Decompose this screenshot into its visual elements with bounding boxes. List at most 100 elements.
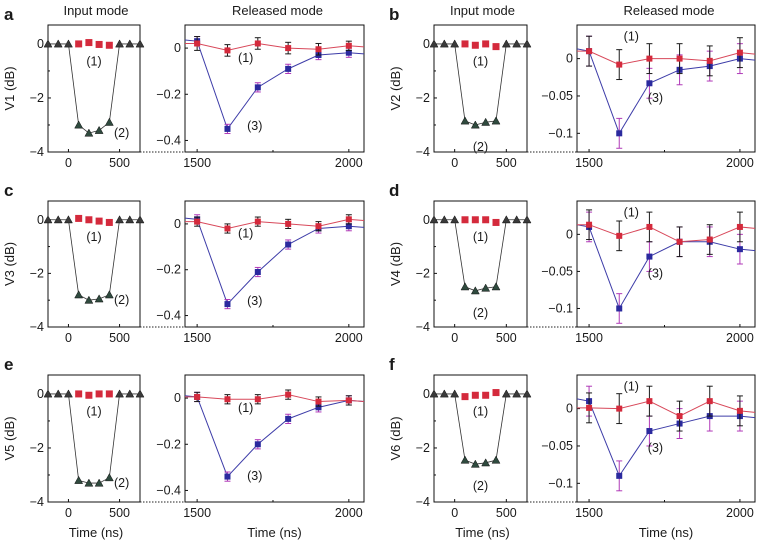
series-3-line — [577, 398, 755, 477]
axes-frame — [47, 374, 141, 503]
series-3-line — [185, 39, 364, 130]
y-axis-label: V4 (dB) — [388, 242, 403, 286]
series-3-marker — [646, 80, 653, 87]
series-1-marker — [676, 413, 683, 420]
series-2-triangle — [481, 283, 491, 292]
series-3-marker — [616, 305, 623, 312]
x-tick-label: 1500 — [183, 331, 211, 345]
series-1-marker — [95, 217, 103, 225]
x-tick-label: 2000 — [335, 506, 363, 520]
series-2-triangle — [450, 389, 460, 398]
series-1-marker — [616, 405, 623, 412]
series-1-line — [185, 394, 364, 403]
input-subplot: 0 −2 −4 0 500 (1) (2) — [30, 24, 145, 170]
panel-a: a V1 (dB) Input mode Released mode 0 −2 −4 0 500… — [2, 3, 365, 170]
series-2-triangle — [125, 389, 135, 398]
series-3-marker — [646, 428, 653, 435]
series-2-triangle — [104, 117, 114, 126]
y-tick-label: 0 — [566, 52, 573, 66]
series-1-marker — [345, 216, 352, 223]
y-tick-label: −0.1 — [548, 476, 573, 490]
x-tick-label: 500 — [109, 331, 130, 345]
series-2-triangle — [429, 215, 439, 224]
y-tick-label: 0 — [174, 41, 181, 55]
annotation-3: (3) — [648, 441, 663, 455]
y-tick-label: −0.05 — [541, 89, 573, 103]
series-3-marker — [285, 241, 292, 248]
series-2-triangle — [460, 116, 470, 125]
series-3-marker — [254, 84, 261, 91]
series-2-triangle — [460, 455, 470, 464]
axes-frame — [47, 24, 141, 153]
series-1-marker — [646, 55, 653, 62]
series-1-line — [185, 218, 364, 230]
plot-area — [577, 35, 755, 149]
series-2-triangle — [439, 215, 449, 224]
input-subplot: 0 −2 −4 0 500 (1) (2) — [416, 24, 532, 170]
y-tick-label: −2 — [30, 441, 44, 455]
series-2-triangle — [94, 294, 104, 303]
series-1-marker — [706, 398, 713, 405]
series-1-marker — [482, 216, 490, 224]
panel-label: f — [389, 355, 395, 374]
annotation-2: (2) — [473, 140, 488, 154]
x-axis-label-input: Time (ns) — [455, 525, 509, 540]
series-1-marker — [224, 225, 231, 232]
series-3-marker — [345, 223, 352, 230]
series-2-triangle — [53, 389, 63, 398]
y-axis-label: V1 (dB) — [2, 66, 17, 110]
axes-frame — [433, 24, 528, 153]
series-2-triangle — [470, 120, 480, 129]
series-1-marker — [285, 391, 292, 398]
annotation-1: (1) — [238, 401, 253, 415]
series-1-marker — [586, 48, 593, 55]
series-2-line — [434, 43, 527, 126]
series-1-marker — [586, 221, 593, 228]
y-tick-label: 0 — [423, 37, 430, 51]
series-3-marker — [616, 130, 623, 137]
y-axis-label: V6 (dB) — [388, 416, 403, 460]
x-tick-label: 0 — [451, 506, 458, 520]
series-1-marker — [471, 41, 479, 49]
series-2-triangle — [450, 215, 460, 224]
input-subplot: 0 −2 −4 0 500 (1) (2) — [30, 200, 145, 345]
y-tick-label: −0.2 — [156, 87, 181, 101]
column-title-released: Released mode — [232, 3, 323, 18]
annotation-1: (1) — [86, 230, 101, 244]
series-2-line — [48, 219, 140, 301]
annotation-2: (2) — [114, 476, 129, 490]
y-axis-label: V5 (dB) — [2, 416, 17, 460]
series-1-marker — [676, 238, 683, 245]
series-2-triangle — [53, 215, 63, 224]
y-tick-label: −4 — [30, 495, 44, 509]
series-1-marker — [194, 393, 201, 400]
panel-b: b V2 (dB) Input mode Released mode 0 −2 −4 0 500… — [388, 3, 756, 170]
x-tick-label: 2000 — [335, 331, 363, 345]
input-subplot: 0 −2 −4 0 500 (1) (2) — [416, 374, 532, 520]
y-tick-label: −2 — [416, 91, 430, 105]
series-2-triangle — [43, 389, 53, 398]
released-subplot: 0 −0.05 −0.1 1500 2000 (1) (3) — [541, 24, 756, 170]
series-1-marker — [706, 57, 713, 64]
y-tick-label: 0 — [37, 213, 44, 227]
series-1-marker — [461, 40, 469, 48]
y-tick-label: −0.4 — [156, 483, 181, 497]
series-2-triangle — [450, 39, 460, 48]
annotation-1: (1) — [86, 405, 101, 419]
series-1-marker — [646, 398, 653, 405]
axes-frame — [184, 200, 365, 328]
series-2-triangle — [439, 39, 449, 48]
series-2-line — [48, 393, 140, 484]
x-tick-label: 1500 — [575, 331, 603, 345]
series-3-marker — [285, 65, 292, 72]
x-tick-label: 1500 — [183, 156, 211, 170]
y-tick-label: 0 — [174, 217, 181, 231]
series-2-triangle — [512, 39, 522, 48]
series-2-line — [434, 393, 527, 465]
series-1-marker — [482, 40, 490, 48]
axes-frame — [433, 200, 528, 328]
series-1-marker — [492, 389, 500, 397]
series-1-marker — [194, 218, 201, 225]
series-1-marker — [75, 214, 83, 222]
